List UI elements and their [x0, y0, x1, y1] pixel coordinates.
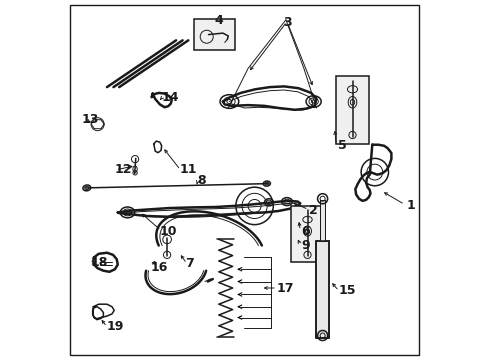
Text: 2: 2: [309, 204, 317, 217]
Text: 4: 4: [215, 14, 223, 27]
Text: 5: 5: [337, 139, 346, 152]
Text: 14: 14: [162, 91, 179, 104]
Text: 15: 15: [337, 284, 355, 297]
Bar: [315, 241, 329, 338]
Bar: [291, 206, 324, 262]
Text: 7: 7: [185, 257, 193, 270]
Text: 9: 9: [301, 239, 309, 252]
Text: 11: 11: [179, 163, 197, 176]
Text: 17: 17: [276, 282, 293, 295]
Text: 16: 16: [150, 261, 167, 274]
Text: 13: 13: [81, 113, 99, 126]
Text: 12: 12: [115, 163, 132, 176]
Text: 18: 18: [90, 256, 107, 269]
Bar: [336, 76, 368, 144]
Text: 3: 3: [283, 16, 291, 29]
Bar: [320, 200, 324, 241]
Text: 19: 19: [107, 320, 124, 333]
Text: 6: 6: [301, 225, 309, 238]
Text: 8: 8: [197, 174, 206, 187]
Text: 1: 1: [406, 199, 414, 212]
Text: 10: 10: [160, 225, 177, 238]
Bar: [194, 19, 235, 50]
Bar: [315, 241, 329, 338]
